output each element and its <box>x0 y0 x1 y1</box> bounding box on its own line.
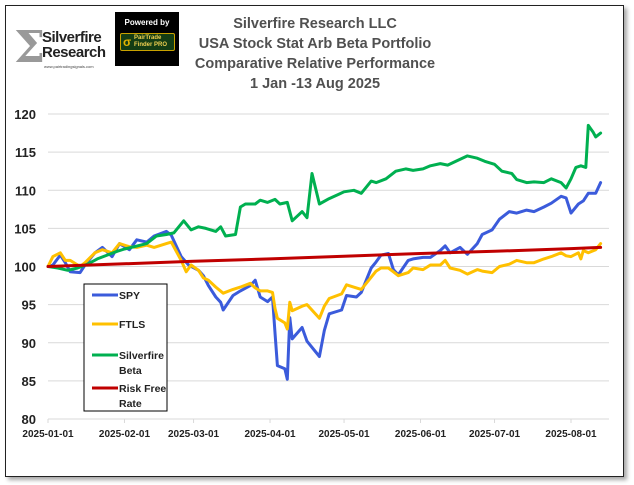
legend-box <box>83 283 168 412</box>
badge-line2: Finder PRO <box>134 42 168 48</box>
pairtrade-finder-logo: σ PairTrade Finder PRO <box>120 33 175 51</box>
title-line-3: Comparative Relative Performance <box>194 56 436 72</box>
y-axis-ticks: 80 85 90 95 100 105 110 115 120 <box>14 107 36 427</box>
x-tick-label: 2025-02-01 <box>99 429 151 440</box>
pairtrade-icon: σ <box>123 35 132 49</box>
y-tick-label: 110 <box>15 183 36 198</box>
x-tick-label: 2025-07-01 <box>469 429 521 440</box>
badge-line1: PairTrade <box>134 35 162 41</box>
title-line-4: 1 Jan -13 Aug 2025 <box>249 76 381 92</box>
series-line-silverfire-beta <box>46 123 603 272</box>
x-tick-label: 2025-05-01 <box>318 429 370 440</box>
x-axis-ticks: 2025-01-01 2025-02-01 2025-03-01 2025-04-01… <box>22 419 597 440</box>
legend-label-risk-free-rate: Risk Free <box>119 383 166 395</box>
legend-label-silverfire-beta: Beta <box>119 365 142 377</box>
series-lines <box>46 123 603 381</box>
title-line-2: USA Stock Stat Arb Beta Portfolio <box>198 36 432 52</box>
pairtrade-text: PairTrade Finder PRO <box>134 35 167 49</box>
silverfire-logo: Σ Silverfire Research www.pairtradingsig… <box>12 12 112 78</box>
logo-line2: Research <box>42 44 106 61</box>
legend-label-spy: SPY <box>119 290 140 302</box>
x-tick-label: 2025-01-01 <box>22 429 74 440</box>
powered-by-badge: Powered by σ PairTrade Finder PRO <box>115 12 179 66</box>
y-tick-label: 85 <box>22 374 36 389</box>
x-tick-label: 2025-08-01 <box>545 429 597 440</box>
title-line-1: Silverfire Research LLC <box>233 16 397 32</box>
series-line-risk-free-rate <box>46 245 603 268</box>
series-line-ftls <box>46 240 603 331</box>
chart-title: Silverfire Research LLC USA Stock Stat A… <box>170 14 460 94</box>
logo-line1: Silverfire <box>42 29 102 46</box>
y-tick-label: 100 <box>14 260 36 275</box>
x-tick-label: 2025-03-01 <box>168 429 220 440</box>
y-tick-label: 115 <box>15 145 36 160</box>
x-tick-label: 2025-06-01 <box>395 429 447 440</box>
legend-label-silverfire-beta: Silverfire <box>119 350 164 362</box>
legend-label-risk-free-rate: Rate <box>119 398 142 410</box>
powered-by-label: Powered by <box>124 18 170 27</box>
logo-name: Silverfire Research <box>42 30 106 60</box>
y-tick-label: 105 <box>14 221 36 236</box>
y-tick-label: 80 <box>22 412 36 427</box>
legend: SPY FTLS Silverfire Beta Risk Free Rate <box>83 283 168 412</box>
x-tick-label: 2025-04-01 <box>244 429 296 440</box>
sigma-icon: Σ <box>14 22 46 73</box>
legend-label-ftls: FTLS <box>119 319 145 331</box>
logo-url: www.pairtradingsignals.com <box>44 64 94 69</box>
y-tick-label: 95 <box>22 298 36 313</box>
y-tick-label: 90 <box>22 336 36 351</box>
y-tick-label: 120 <box>14 107 36 122</box>
